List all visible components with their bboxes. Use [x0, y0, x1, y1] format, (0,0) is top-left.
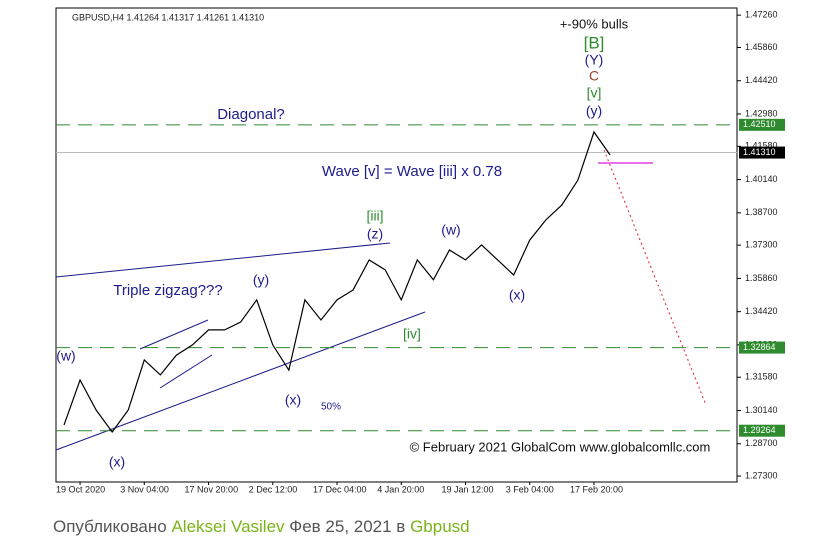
annotations: +-90% bulls [B] (Y) C [v] (y) Diagonal? … [56, 16, 628, 469]
y-tick-label: 1.47260 [745, 10, 778, 20]
topic-link[interactable]: Gbpusd [410, 517, 470, 536]
x-tick-label: 17 Nov 20:00 [185, 484, 239, 494]
annotation: (z) [367, 226, 383, 242]
level-label: 1.42510 [743, 119, 776, 129]
annotation: [v] [587, 85, 602, 101]
author-link[interactable]: Aleksei Vasilev [171, 517, 285, 536]
copyright: © February 2021 GlobalCom www.globalcoml… [410, 439, 711, 454]
y-tick-label: 1.27300 [745, 470, 778, 480]
level-label-box [739, 341, 785, 354]
annotation: (x) [509, 287, 525, 303]
chart-header: GBPUSD,H4 1.41264 1.41317 1.41261 1.4131… [72, 12, 264, 22]
trend-line [55, 242, 391, 278]
x-tick-label: 2 Dec 12:00 [249, 484, 298, 494]
annotation: 50% [321, 402, 341, 413]
level-label-box [739, 424, 785, 437]
y-tick-label: 1.35860 [745, 273, 778, 283]
annotation: (w) [56, 348, 75, 364]
trend-line [139, 319, 209, 350]
chart: GBPUSD,H4 1.41264 1.41317 1.41261 1.4131… [55, 7, 785, 494]
x-tick-label: 19 Jan 12:00 [442, 484, 494, 494]
annotation: C [589, 68, 599, 84]
y-tick-label: 1.45860 [745, 42, 778, 52]
level-label: 1.29264 [743, 425, 776, 435]
x-tick-label: 3 Nov 04:00 [120, 484, 169, 494]
annotation: Wave [v] = Wave [iii] x 0.78 [322, 163, 502, 180]
footer-prefix: Опубликовано [53, 517, 167, 536]
y-tick-label: 1.41580 [745, 141, 778, 151]
x-tick-label: 3 Feb 04:00 [506, 484, 554, 494]
y-tick-label: 1.34420 [745, 306, 778, 316]
trend-line [159, 354, 213, 389]
projection-line [603, 149, 707, 406]
x-tick-label: 17 Dec 04:00 [313, 484, 367, 494]
y-tick-label: 1.37300 [745, 240, 778, 250]
annotation: Diagonal? [217, 106, 285, 123]
y-tick-label: 1.28700 [745, 438, 778, 448]
annotation: (x) [109, 454, 125, 470]
level-label-box [739, 118, 785, 131]
annotation: (x) [285, 392, 301, 408]
price-label: 1.41310 [743, 147, 776, 157]
trend-line [55, 311, 426, 451]
x-tick-label: 19 Oct 2020 [56, 484, 105, 494]
y-tick-label: 1.44420 [745, 75, 778, 85]
x-tick-label: 4 Jan 20:00 [377, 484, 424, 494]
annotation: +-90% bulls [560, 16, 629, 31]
annotation: [iii] [366, 208, 383, 224]
annotation: [iv] [403, 326, 421, 342]
annotation: Triple zigzag??? [113, 282, 223, 299]
footer-date: Фев 25, 2021 в [289, 517, 406, 536]
level-label: 1.32864 [743, 342, 776, 352]
price-label-box [739, 146, 785, 159]
annotation: (Y) [585, 52, 604, 68]
y-tick-label: 1.31580 [745, 372, 778, 382]
y-tick-label: 1.42980 [745, 108, 778, 118]
price-line-series [63, 130, 611, 433]
x-tick-label: 17 Feb 20:00 [570, 484, 623, 494]
annotation: (w) [441, 222, 460, 238]
y-tick-label: 1.40140 [745, 174, 778, 184]
footer: Опубликовано Aleksei Vasilev Фев 25, 202… [53, 517, 470, 537]
annotation: [B] [584, 33, 605, 52]
plot-frame [55, 7, 738, 483]
y-tick-label: 1.30140 [745, 405, 778, 415]
annotation: (y) [586, 103, 602, 119]
annotation: (y) [253, 272, 269, 288]
y-tick-label: 1.38700 [745, 207, 778, 217]
